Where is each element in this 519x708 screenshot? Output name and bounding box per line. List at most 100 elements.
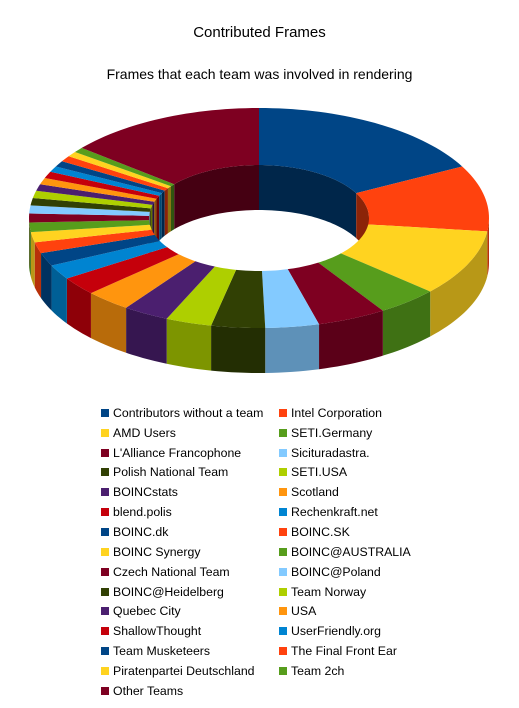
legend-label: SETI.USA: [291, 465, 348, 480]
legend-swatch: [279, 428, 287, 437]
legend-item: BOINC.SK: [279, 522, 429, 542]
legend-swatch: [101, 627, 109, 636]
legend-item: Contributors without a team: [101, 403, 279, 423]
slice-outer-wall: [30, 232, 35, 288]
pie-slice: [356, 166, 489, 232]
legend-label: Scotland: [291, 485, 339, 500]
legend-item: SETI.Germany: [279, 423, 429, 443]
pie-slice: [50, 166, 162, 196]
legend-label: SETI.Germany: [291, 425, 373, 440]
pie-slice: [29, 205, 150, 216]
pie-slice: [36, 184, 155, 205]
legend-item: Rechenkraft.net: [279, 502, 429, 522]
legend-item: Czech National Team: [101, 562, 279, 582]
legend-label: BOINC.dk: [113, 524, 169, 539]
legend-item: The Final Front Ear: [279, 641, 429, 661]
legend-label: BOINCstats: [113, 485, 178, 500]
slice-outer-wall: [211, 325, 266, 373]
legend-item: blend.polis: [101, 502, 279, 522]
legend-label: blend.polis: [113, 505, 172, 520]
legend-item: USA: [279, 601, 429, 621]
legend-swatch: [101, 527, 109, 536]
legend-label: UserFriendly.org: [291, 624, 381, 639]
slice-outer-wall: [126, 307, 167, 364]
legend-swatch: [101, 468, 109, 477]
pie-slice: [29, 220, 150, 233]
legend-item: ShallowThought: [101, 621, 279, 641]
legend-swatch: [279, 508, 287, 517]
legend-label: Contributors without a team: [113, 405, 264, 420]
slice-inner-wall: [167, 186, 171, 234]
pie-slice: [287, 262, 383, 325]
legend-item: Other Teams: [101, 681, 279, 701]
pie-slice: [30, 224, 152, 243]
pie-slice: [55, 161, 165, 194]
legend-item: Polish National Team: [101, 463, 279, 483]
legend-label: Czech National Team: [113, 564, 230, 579]
legend-swatch: [101, 488, 109, 497]
pie-slice: [34, 229, 155, 254]
legend-item: Piratenpartei Deutschland: [101, 661, 279, 681]
slice-inner-wall: [154, 198, 157, 247]
legend-label: Team Norway: [291, 584, 367, 599]
legend-item: Team 2ch: [279, 661, 429, 681]
legend-swatch: [279, 468, 287, 477]
legend-label: BOINC@Heidelberg: [113, 584, 224, 599]
slice-outer-wall: [34, 242, 42, 299]
legend-item: Scotland: [279, 482, 429, 502]
legend-swatch: [101, 587, 109, 596]
chart-title: Contributed Frames: [193, 24, 326, 41]
legend-swatch: [101, 686, 109, 695]
pie-slice: [41, 234, 160, 266]
legend-item: L'Alliance Francophone: [101, 443, 279, 463]
legend-swatch: [101, 408, 109, 417]
pie-slice: [29, 213, 150, 223]
legend-item: AMD Users: [101, 423, 279, 443]
legend-item: BOINC Synergy: [101, 542, 279, 562]
pie-slice: [30, 198, 151, 212]
pie-slice: [61, 156, 168, 191]
legend-item: BOINC@Heidelberg: [101, 582, 279, 602]
legend-item: Quebec City: [101, 601, 279, 621]
slice-outer-wall: [430, 231, 488, 337]
legend-label: AMD Users: [113, 425, 176, 440]
legend-item: BOINC.dk: [101, 522, 279, 542]
chart-legend: Contributors without a team Intel Corpora…: [101, 403, 431, 701]
pie-slice: [259, 108, 463, 194]
legend-swatch: [279, 587, 287, 596]
slice-outer-wall: [51, 265, 67, 324]
pie-slice: [66, 247, 179, 294]
legend-label: Rechenkraft.net: [291, 505, 378, 520]
legend-swatch: [101, 647, 109, 656]
legend-label: Sicituradastra.: [291, 445, 370, 460]
legend-swatch: [101, 508, 109, 517]
legend-item: Team Norway: [279, 582, 429, 602]
pie-slice: [90, 254, 196, 308]
legend-swatch: [279, 448, 287, 457]
legend-swatch: [279, 408, 287, 417]
legend-swatch: [279, 547, 287, 556]
legend-swatch: [101, 666, 109, 675]
legend-label: Other Teams: [113, 683, 184, 698]
legend-item: Sicituradastra.: [279, 443, 429, 463]
pie-slice: [318, 253, 431, 311]
legend-label: BOINC Synergy: [113, 544, 201, 559]
slice-outer-wall: [66, 278, 91, 339]
pie-slice: [126, 261, 215, 319]
legend-swatch: [279, 666, 287, 675]
legend-swatch: [101, 607, 109, 616]
slice-outer-wall: [265, 324, 320, 373]
legend-swatch: [101, 567, 109, 576]
legend-item: Intel Corporation: [279, 403, 429, 423]
legend-item: UserFriendly.org: [279, 621, 429, 641]
slice-outer-wall: [166, 318, 212, 371]
legend-label: The Final Front Ear: [291, 644, 397, 659]
legend-swatch: [279, 607, 287, 616]
slice-inner-wall: [170, 184, 175, 232]
pie-slice: [81, 108, 259, 185]
pie-slice: [68, 152, 171, 189]
legend-label: Piratenpartei Deutschland: [113, 663, 255, 678]
legend-item: Team Musketeers: [101, 641, 279, 661]
chart-subtitle: Frames that each team was involved in re…: [106, 66, 413, 82]
legend-swatch: [279, 647, 287, 656]
